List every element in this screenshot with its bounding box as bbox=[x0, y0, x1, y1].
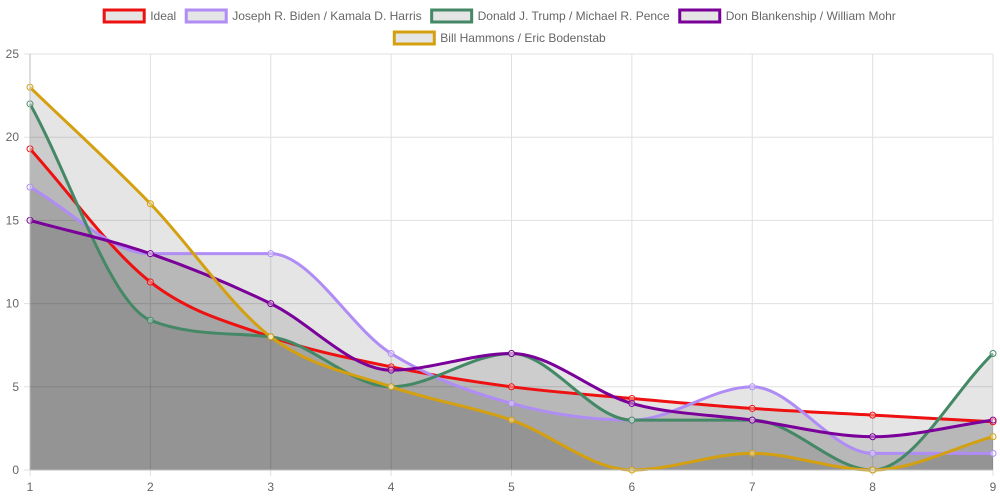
x-tick-label: 8 bbox=[869, 480, 876, 494]
legend-label: Joseph R. Biden / Kamala D. Harris bbox=[232, 9, 421, 23]
data-point-ideal[interactable] bbox=[508, 383, 515, 391]
data-point-joseph-r-biden-kamala-d-harris[interactable] bbox=[387, 350, 395, 358]
data-point-ideal[interactable] bbox=[146, 278, 154, 286]
legend: Ideal Joseph R. Biden / Kamala D. Harris D… bbox=[102, 8, 896, 46]
data-point-ideal[interactable] bbox=[628, 394, 636, 402]
data-point-ideal[interactable] bbox=[869, 411, 877, 419]
y-tick-label: 20 bbox=[6, 130, 20, 144]
data-point-don-blankenship-william-mohr[interactable] bbox=[628, 399, 636, 407]
data-point-don-blankenship-william-mohr[interactable] bbox=[748, 416, 756, 424]
x-tick-label: 6 bbox=[629, 480, 636, 494]
series-lines bbox=[28, 86, 995, 472]
x-tick-label: 4 bbox=[388, 480, 395, 494]
legend-item-don-blankenship-william-mohr[interactable]: Don Blankenship / William Mohr bbox=[678, 8, 896, 24]
y-tick-label: 0 bbox=[12, 463, 19, 477]
x-tick-label: 5 bbox=[508, 480, 515, 494]
legend-swatch bbox=[430, 8, 474, 24]
data-point-donald-j-trump-michael-r-pence[interactable] bbox=[146, 316, 154, 324]
data-point-don-blankenship-william-mohr[interactable] bbox=[989, 416, 997, 424]
series-fill-joseph-r-biden-kamala-d-harris bbox=[30, 187, 993, 470]
legend-swatch bbox=[184, 8, 228, 24]
data-point-donald-j-trump-michael-r-pence[interactable] bbox=[628, 416, 636, 424]
y-tick-label: 15 bbox=[6, 213, 20, 227]
data-point-bill-hammons-eric-bodenstab[interactable] bbox=[146, 200, 154, 208]
data-point-don-blankenship-william-mohr[interactable] bbox=[508, 350, 515, 358]
y-tick-label: 10 bbox=[6, 297, 20, 311]
data-point-joseph-r-biden-kamala-d-harris[interactable] bbox=[267, 250, 275, 258]
data-point-don-blankenship-william-mohr[interactable] bbox=[267, 300, 275, 308]
y-tick-label: 25 bbox=[6, 47, 20, 61]
x-tick-label: 3 bbox=[267, 480, 274, 494]
data-point-bill-hammons-eric-bodenstab[interactable] bbox=[387, 383, 395, 391]
data-point-don-blankenship-william-mohr[interactable] bbox=[146, 250, 154, 258]
series-points bbox=[26, 83, 997, 474]
legend-swatch bbox=[102, 8, 146, 24]
legend-item-joseph-r-biden-kamala-d-harris[interactable]: Joseph R. Biden / Kamala D. Harris bbox=[184, 8, 422, 24]
legend-label: Bill Hammons / Eric Bodenstab bbox=[440, 31, 606, 45]
x-tick-label: 1 bbox=[27, 480, 34, 494]
legend-item-ideal[interactable]: Ideal bbox=[102, 8, 176, 24]
series-fill-bill-hammons-eric-bodenstab bbox=[30, 87, 993, 470]
legend-label: Donald J. Trump / Michael R. Pence bbox=[478, 9, 670, 23]
series-fill-don-blankenship-william-mohr bbox=[30, 220, 993, 470]
data-point-joseph-r-biden-kamala-d-harris[interactable] bbox=[508, 399, 515, 407]
legend-swatch bbox=[678, 8, 722, 24]
data-point-joseph-r-biden-kamala-d-harris[interactable] bbox=[869, 449, 877, 457]
data-point-joseph-r-biden-kamala-d-harris[interactable] bbox=[748, 383, 756, 391]
legend-label: Don Blankenship / William Mohr bbox=[726, 9, 896, 23]
data-point-joseph-r-biden-kamala-d-harris[interactable] bbox=[989, 449, 997, 457]
series-fill-ideal bbox=[30, 148, 993, 470]
x-tick-label: 9 bbox=[990, 480, 997, 494]
series-line-ideal bbox=[28, 147, 994, 424]
series-line-bill-hammons-eric-bodenstab bbox=[28, 86, 994, 472]
data-point-don-blankenship-william-mohr[interactable] bbox=[869, 433, 877, 441]
data-point-don-blankenship-william-mohr[interactable] bbox=[387, 366, 395, 374]
data-point-bill-hammons-eric-bodenstab[interactable] bbox=[267, 333, 275, 341]
x-tick-label: 7 bbox=[749, 480, 756, 494]
x-tick-label: 2 bbox=[147, 480, 154, 494]
axes: 0 5 10 15 20 25 1 2 3 4 5 6 7 8 9 bbox=[6, 47, 997, 494]
y-tick-label: 5 bbox=[12, 380, 19, 394]
data-point-ideal[interactable] bbox=[748, 404, 756, 412]
data-point-bill-hammons-eric-bodenstab[interactable] bbox=[508, 416, 515, 424]
legend-label: Ideal bbox=[150, 9, 176, 23]
series-fills bbox=[30, 87, 993, 471]
data-point-bill-hammons-eric-bodenstab[interactable] bbox=[748, 449, 756, 457]
legend-item-donald-j-trump-michael-r-pence[interactable]: Donald J. Trump / Michael R. Pence bbox=[430, 8, 670, 24]
data-point-bill-hammons-eric-bodenstab[interactable] bbox=[989, 433, 997, 441]
series-fill-donald-j-trump-michael-r-pence bbox=[30, 103, 993, 471]
series-line-don-blankenship-william-mohr bbox=[29, 218, 994, 439]
legend-swatch bbox=[392, 30, 436, 46]
data-point-donald-j-trump-michael-r-pence[interactable] bbox=[989, 350, 997, 358]
legend-item-bill-hammons-eric-bodenstab[interactable]: Bill Hammons / Eric Bodenstab bbox=[392, 30, 606, 46]
